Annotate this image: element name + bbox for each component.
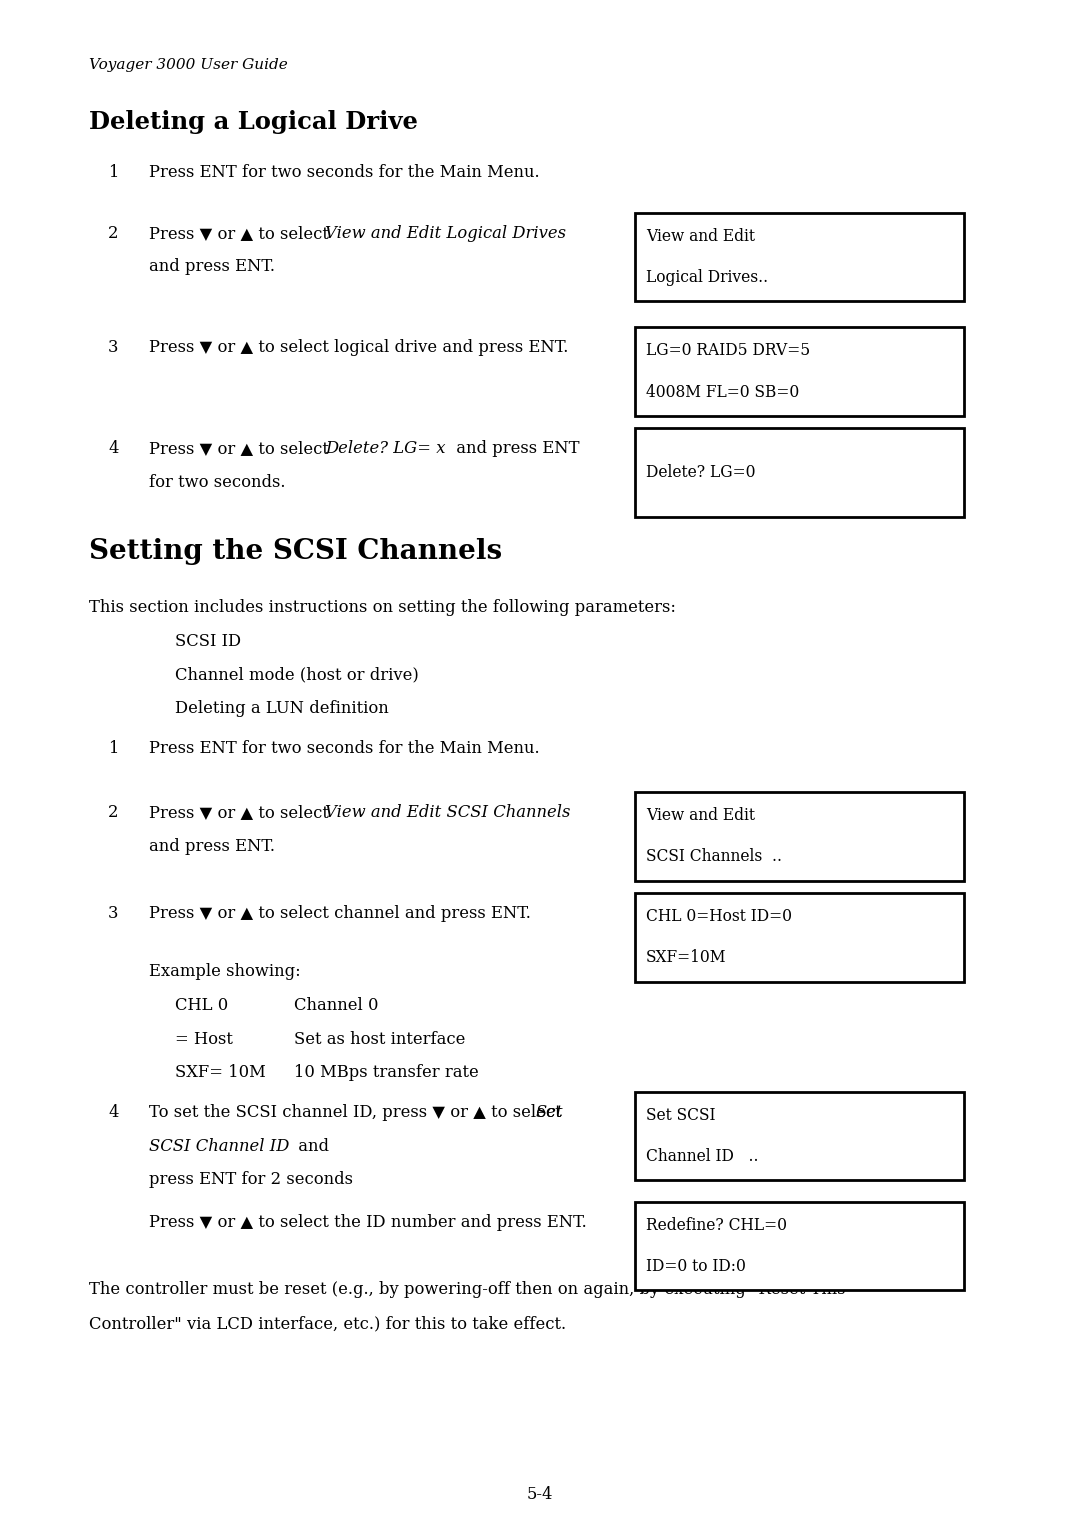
- Text: and press ENT.: and press ENT.: [149, 838, 275, 855]
- Text: and: and: [293, 1138, 328, 1154]
- Text: 10 MBps transfer rate: 10 MBps transfer rate: [294, 1064, 478, 1081]
- Text: Delete? LG= x: Delete? LG= x: [325, 440, 446, 457]
- Text: Press ▼ or ▲ to select logical drive and press ENT.: Press ▼ or ▲ to select logical drive and…: [149, 339, 568, 356]
- Text: Set as host interface: Set as host interface: [294, 1031, 465, 1047]
- Text: SCSI Channel ID: SCSI Channel ID: [149, 1138, 289, 1154]
- Text: SXF= 10M: SXF= 10M: [175, 1064, 266, 1081]
- Text: Press ENT for two seconds for the Main Menu.: Press ENT for two seconds for the Main M…: [149, 740, 540, 757]
- Text: Deleting a Logical Drive: Deleting a Logical Drive: [89, 110, 418, 135]
- Text: Setting the SCSI Channels: Setting the SCSI Channels: [89, 538, 502, 566]
- Text: Press ▼ or ▲ to select: Press ▼ or ▲ to select: [149, 804, 334, 821]
- Text: for two seconds.: for two seconds.: [149, 474, 285, 491]
- Text: Channel 0: Channel 0: [294, 997, 378, 1014]
- Text: Redefine? CHL=0: Redefine? CHL=0: [646, 1217, 787, 1234]
- Text: Controller" via LCD interface, etc.) for this to take effect.: Controller" via LCD interface, etc.) for…: [89, 1315, 566, 1332]
- Text: Logical Drives..: Logical Drives..: [646, 269, 768, 286]
- Text: Press ▼ or ▲ to select the ID number and press ENT.: Press ▼ or ▲ to select the ID number and…: [149, 1214, 586, 1231]
- Text: Press ▼ or ▲ to select channel and press ENT.: Press ▼ or ▲ to select channel and press…: [149, 905, 531, 922]
- Text: 4: 4: [108, 440, 119, 457]
- Bar: [635, 213, 964, 301]
- Text: Press ▼ or ▲ to select: Press ▼ or ▲ to select: [149, 225, 334, 242]
- Text: CHL 0: CHL 0: [175, 997, 228, 1014]
- Text: SCSI ID: SCSI ID: [175, 633, 241, 650]
- Text: 4: 4: [108, 1104, 119, 1121]
- Text: LG=0 RAID5 DRV=5: LG=0 RAID5 DRV=5: [646, 342, 810, 359]
- Bar: [635, 792, 964, 881]
- Text: View and Edit SCSI Channels: View and Edit SCSI Channels: [325, 804, 570, 821]
- Text: Example showing:: Example showing:: [149, 963, 301, 980]
- Text: Channel ID   ..: Channel ID ..: [646, 1148, 758, 1165]
- Text: Press ENT for two seconds for the Main Menu.: Press ENT for two seconds for the Main M…: [149, 164, 540, 180]
- Bar: [635, 327, 964, 416]
- Text: Set: Set: [536, 1104, 564, 1121]
- Text: 3: 3: [108, 905, 119, 922]
- Text: 1: 1: [108, 740, 119, 757]
- Text: SCSI Channels  ..: SCSI Channels ..: [646, 849, 782, 865]
- Text: = Host: = Host: [175, 1031, 233, 1047]
- Text: 2: 2: [108, 225, 119, 242]
- Text: 3: 3: [108, 339, 119, 356]
- Text: View and Edit: View and Edit: [646, 228, 755, 245]
- Text: and press ENT.: and press ENT.: [149, 258, 275, 275]
- Text: SXF=10M: SXF=10M: [646, 950, 727, 966]
- Text: 4008M FL=0 SB=0: 4008M FL=0 SB=0: [646, 384, 799, 401]
- Text: View and Edit Logical Drives: View and Edit Logical Drives: [325, 225, 566, 242]
- Text: To set the SCSI channel ID, press ▼ or ▲ to select: To set the SCSI channel ID, press ▼ or ▲…: [149, 1104, 567, 1121]
- Text: Delete? LG=0: Delete? LG=0: [646, 463, 755, 482]
- Text: press ENT for 2 seconds: press ENT for 2 seconds: [149, 1171, 353, 1188]
- Text: CHL 0=Host ID=0: CHL 0=Host ID=0: [646, 908, 792, 925]
- Text: 5-4: 5-4: [527, 1486, 553, 1503]
- Text: and press ENT: and press ENT: [451, 440, 580, 457]
- Text: Set SCSI: Set SCSI: [646, 1107, 715, 1124]
- Text: Press ▼ or ▲ to select: Press ▼ or ▲ to select: [149, 440, 334, 457]
- Text: Voyager 3000 User Guide: Voyager 3000 User Guide: [89, 58, 287, 72]
- Text: The controller must be reset (e.g., by powering-off then on again, by executing : The controller must be reset (e.g., by p…: [89, 1281, 845, 1298]
- Bar: [635, 1092, 964, 1180]
- Text: View and Edit: View and Edit: [646, 807, 755, 824]
- Text: This section includes instructions on setting the following parameters:: This section includes instructions on se…: [89, 599, 676, 616]
- Text: Deleting a LUN definition: Deleting a LUN definition: [175, 700, 389, 717]
- Text: ID=0 to ID:0: ID=0 to ID:0: [646, 1258, 745, 1275]
- Bar: [635, 428, 964, 517]
- Text: 2: 2: [108, 804, 119, 821]
- Text: 1: 1: [108, 164, 119, 180]
- Text: Channel mode (host or drive): Channel mode (host or drive): [175, 667, 419, 683]
- Bar: [635, 893, 964, 982]
- Bar: [635, 1202, 964, 1290]
